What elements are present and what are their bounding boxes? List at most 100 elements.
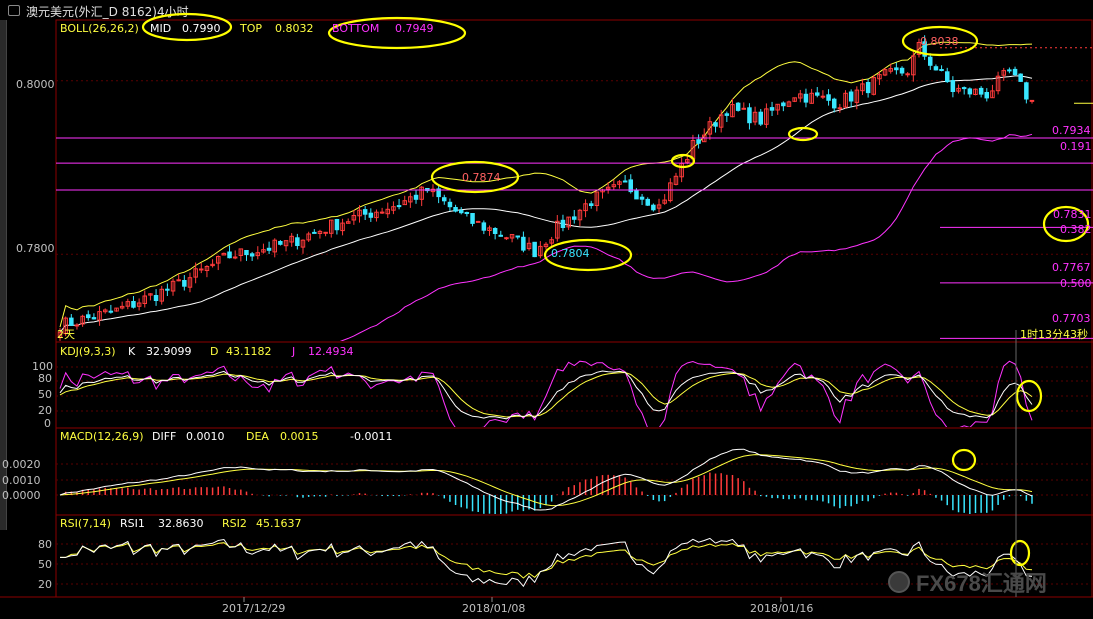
candle-body [148, 293, 153, 296]
candle-body [249, 253, 255, 257]
candle [453, 204, 458, 213]
candle [815, 87, 820, 98]
candle [204, 265, 210, 278]
candle-body [509, 234, 515, 239]
candle [555, 215, 560, 242]
candle [419, 185, 424, 207]
candle-body [798, 93, 803, 99]
candle-body [74, 324, 80, 327]
candle-body [877, 74, 882, 80]
candle-body [266, 247, 272, 251]
candle [238, 248, 244, 262]
macd-diff-value: 0.0010 [186, 430, 225, 443]
candle [860, 78, 865, 96]
kdj-tick-0: 0 [44, 417, 51, 430]
macd-tick-1: 0.0010 [2, 474, 41, 487]
candle-body [820, 95, 826, 98]
candle [956, 84, 961, 94]
candle [334, 218, 340, 235]
macd-diff-line [59, 448, 1033, 511]
pin-icon[interactable] [8, 5, 20, 16]
candle [1018, 73, 1023, 82]
candle [741, 102, 746, 110]
candle-body [170, 280, 176, 292]
candle [379, 207, 385, 214]
candle-body [967, 88, 973, 95]
candle [995, 71, 1001, 95]
candle-body [255, 252, 260, 257]
candle [566, 216, 571, 230]
candle-body [340, 222, 345, 232]
candle [227, 245, 232, 259]
annotation-ellipse [1042, 205, 1090, 243]
candle-body [707, 121, 713, 135]
candle [538, 241, 543, 259]
candle-body [605, 186, 611, 190]
candle [289, 233, 294, 247]
candle-body [781, 102, 786, 107]
candle [673, 172, 679, 186]
candle-body [871, 77, 876, 95]
candle-body [108, 310, 114, 313]
candle-body [617, 181, 622, 185]
candle-body [317, 230, 323, 234]
countdown-label: 1时13分43秒 [1020, 328, 1088, 341]
candle [153, 289, 159, 306]
candle [651, 203, 656, 212]
candle-body [990, 90, 995, 99]
candle-body [221, 252, 227, 256]
candle-body [300, 239, 306, 248]
kdj-d-value: 43.1182 [226, 345, 272, 358]
candle-body [521, 236, 526, 251]
candle [57, 328, 63, 341]
left-scrollbar[interactable] [0, 20, 7, 530]
candle [826, 89, 831, 106]
plot-frame [55, 19, 1093, 598]
candle-body [210, 263, 215, 267]
candle [1007, 67, 1012, 74]
candle-body [939, 69, 944, 71]
fib-ratio-0: 0.191 [1060, 140, 1092, 153]
candle [877, 71, 882, 86]
candle-body [232, 256, 238, 259]
rsi2-label: RSI2 [222, 517, 247, 530]
candle [249, 251, 255, 261]
candle [718, 109, 724, 133]
candle-body [1007, 69, 1012, 72]
candle-body [199, 268, 204, 271]
candle [865, 78, 871, 98]
candle [221, 252, 227, 256]
candle [357, 205, 362, 223]
candle [193, 262, 198, 284]
candle-body [832, 98, 837, 109]
candle [515, 235, 520, 240]
candle [300, 239, 306, 254]
candle-body [69, 317, 74, 326]
boll-legend-name: BOLL(26,26,2) [60, 22, 139, 35]
candle [295, 233, 300, 250]
candle-body [634, 189, 639, 200]
candle-body [216, 256, 221, 264]
candle [487, 225, 492, 236]
candle [854, 86, 860, 110]
candle [786, 100, 792, 107]
candle-body [945, 71, 950, 83]
candle-body [142, 295, 147, 304]
candle-body [182, 280, 187, 287]
candle [628, 174, 633, 194]
annotation-ellipse [901, 25, 979, 57]
candle [758, 108, 763, 127]
candle-body [984, 92, 989, 99]
candle-body [696, 139, 701, 144]
candle-body [555, 220, 560, 239]
candle [577, 208, 583, 227]
candle [459, 207, 464, 215]
candle-body [894, 67, 899, 71]
candle-body [329, 219, 334, 234]
candle-body [86, 314, 91, 319]
candle [882, 67, 888, 77]
candle-body [589, 203, 594, 207]
candle-body [956, 87, 961, 92]
candle [843, 90, 848, 109]
